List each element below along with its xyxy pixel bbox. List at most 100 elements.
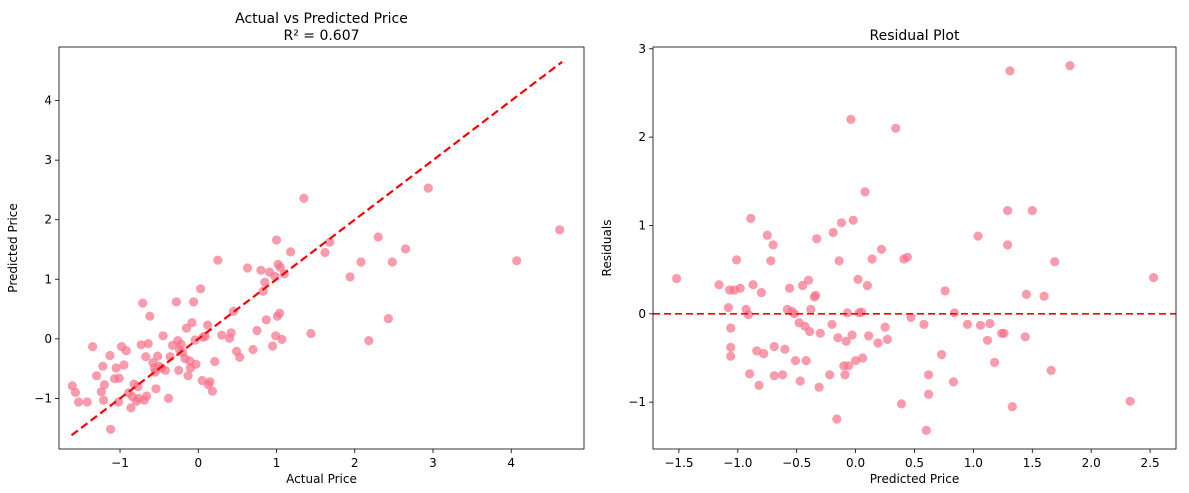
data-points [67,183,565,434]
residual-plot-chart: −1.5 −1.0 −0.5 0.0 0.5 1.0 1.5 2.0 2.5 −1 0 1 2 3 Pred… [600,28,1177,486]
data-point [189,297,199,307]
x-tick-label: 0.0 [846,456,865,470]
data-point [921,425,931,435]
data-point [785,283,795,293]
data-point [743,310,754,320]
x-tick-label: 2.5 [1141,456,1160,470]
x-tick-label: −1.0 [723,456,752,470]
data-point [769,371,779,381]
data-point [277,334,287,344]
data-point [187,318,197,328]
data-point [759,349,769,359]
data-point [814,382,824,392]
data-point [82,397,92,407]
data-point [210,356,220,367]
data-point [98,361,108,371]
data-point [745,369,755,379]
data-point [801,356,811,366]
data-point [990,357,1000,367]
chart-title: Residual Plot [870,28,960,44]
data-point [191,359,201,369]
data-point [752,346,762,356]
data-point [769,341,779,352]
data-point [235,352,245,362]
data-point [373,232,383,242]
data-point [811,290,821,300]
y-tick-label: 2 [638,130,646,144]
data-point [949,308,960,318]
data-point [848,215,858,225]
y-axis-label: Residuals [600,220,614,277]
data-point [299,193,309,203]
x-tick-label: −0.5 [782,456,811,470]
data-point [962,319,973,329]
data-point [387,257,397,267]
data-point [151,384,161,394]
data-point [858,353,868,363]
data-point [306,328,316,339]
data-point [780,344,790,354]
data-point [756,288,767,298]
x-tick-label: −1.5 [664,456,693,470]
x-tick-label: 1 [273,456,281,470]
data-point [762,230,772,240]
x-axis-ticks: −1 0 1 2 3 4 [111,449,515,470]
data-point [136,340,146,350]
x-tick-label: 0 [194,456,202,470]
data-point [106,424,116,434]
data-point [746,213,756,223]
data-point [345,272,355,282]
x-tick-label: 3 [429,456,437,470]
data-point [896,399,907,409]
data-point [842,308,853,318]
data-point [114,373,124,383]
data-point [88,342,98,352]
data-point [803,275,814,285]
data-point [213,255,223,265]
y-tick-label: 1 [44,272,52,286]
y-tick-label: 3 [44,153,52,167]
y-axis-ticks: −1 0 1 2 3 [628,42,653,409]
data-point [843,361,854,371]
data-point [163,393,174,403]
data-point [203,320,213,330]
y-tick-label: −1 [628,395,646,409]
x-tick-label: 1.5 [1023,456,1042,470]
data-point [975,320,986,330]
data-point [806,304,816,314]
x-tick-label: 4 [507,456,515,470]
data-point [860,187,870,197]
data-point [948,377,959,387]
data-point [836,218,847,228]
y-tick-label: 2 [44,213,52,227]
data-point [268,341,278,351]
data-point [171,297,181,307]
data-point [735,283,745,293]
x-axis-ticks: −1.5 −1.0 −0.5 0.0 0.5 1.0 1.5 2.0 2.5 [664,449,1160,470]
data-point [999,328,1009,338]
data-point [766,256,776,266]
y-axis-label: Predicted Price [6,203,20,292]
data-point [92,371,102,381]
data-point [723,303,734,313]
data-point [252,325,262,336]
data-point [1007,402,1017,412]
data-point [937,349,947,360]
data-point [105,350,115,361]
data-point [864,331,874,341]
y-tick-label: 4 [44,94,52,108]
data-point [1050,257,1060,267]
data-point [1065,61,1075,71]
data-point [256,265,266,275]
data-point [880,322,890,332]
data-point [882,334,893,344]
data-point [805,326,815,337]
data-point [70,387,80,397]
chart-title: Actual vs Predicted Price [235,11,408,27]
data-point [847,330,857,340]
data-point [828,227,838,238]
data-point [853,274,863,284]
data-point [1125,396,1135,406]
data-point [873,338,883,348]
